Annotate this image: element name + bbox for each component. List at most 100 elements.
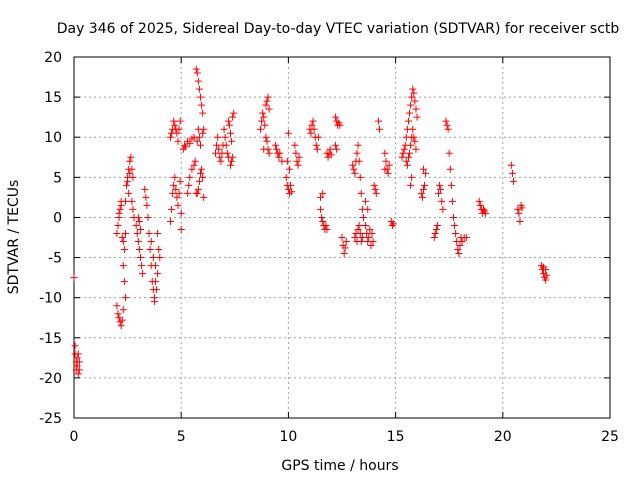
data-point — [292, 149, 300, 157]
data-point — [340, 250, 348, 258]
data-point — [369, 238, 377, 246]
data-point — [357, 189, 365, 197]
data-point — [70, 274, 78, 282]
data-point — [313, 145, 321, 153]
data-point — [419, 165, 427, 173]
data-point — [170, 117, 178, 125]
data-point — [436, 181, 444, 189]
data-point — [129, 173, 137, 181]
data-point — [181, 143, 189, 151]
data-point — [144, 213, 152, 221]
data-point — [113, 302, 121, 310]
data-point — [117, 201, 125, 209]
data-point — [372, 189, 380, 197]
data-point — [149, 254, 157, 262]
chart-title: Day 346 of 2025, Sidereal Day-to-day VTE… — [57, 21, 620, 37]
grid — [74, 57, 610, 418]
data-point — [174, 137, 182, 145]
data-point — [515, 209, 523, 217]
data-point — [150, 298, 158, 306]
data-point — [291, 141, 299, 149]
data-point — [170, 181, 178, 189]
data-point — [229, 153, 237, 161]
data-point — [540, 263, 548, 271]
data-point — [398, 153, 406, 161]
data-point — [407, 181, 415, 189]
data-point — [455, 250, 463, 258]
data-point — [451, 221, 459, 229]
data-point — [195, 177, 203, 185]
y-tick-label: -5 — [48, 251, 62, 267]
data-point — [452, 229, 460, 237]
data-point — [230, 109, 238, 117]
data-point — [212, 149, 220, 157]
data-point — [146, 246, 154, 254]
data-point — [125, 189, 133, 197]
x-tick-label: 10 — [279, 429, 297, 445]
data-point — [362, 221, 370, 229]
data-point — [132, 221, 140, 229]
data-point — [356, 173, 364, 181]
data-point — [406, 109, 414, 117]
data-point — [447, 181, 455, 189]
data-point — [273, 145, 281, 153]
data-point — [540, 270, 548, 278]
data-point — [276, 149, 284, 157]
data-point — [188, 165, 196, 173]
data-point — [220, 125, 228, 133]
data-point — [431, 229, 439, 237]
data-point — [225, 121, 233, 129]
data-point — [120, 246, 128, 254]
data-point — [439, 205, 447, 213]
data-point — [119, 306, 127, 314]
data-point — [265, 105, 273, 113]
data-point — [168, 205, 176, 213]
data-point — [196, 93, 204, 101]
y-axis-label: SDTVAR / TECUs — [6, 180, 22, 295]
data-point — [228, 157, 236, 165]
data-point — [353, 149, 361, 157]
data-point — [171, 173, 179, 181]
data-point — [173, 129, 181, 137]
data-point — [262, 101, 270, 109]
data-point — [141, 185, 149, 193]
data-point — [384, 169, 392, 177]
data-point — [319, 217, 327, 225]
data-point — [217, 157, 225, 165]
data-point — [282, 173, 290, 181]
data-point — [294, 161, 302, 169]
data-point — [323, 225, 331, 233]
data-point — [404, 153, 412, 161]
data-point — [322, 221, 330, 229]
y-tick-label: -25 — [39, 411, 62, 427]
data-point — [213, 141, 221, 149]
data-point — [354, 225, 362, 233]
data-point — [417, 189, 425, 197]
data-point — [317, 193, 325, 201]
data-point — [74, 350, 82, 358]
data-point — [411, 97, 419, 105]
data-point — [74, 370, 82, 378]
data-point — [382, 157, 390, 165]
data-point — [332, 141, 340, 149]
data-point — [134, 238, 142, 246]
data-point — [227, 129, 235, 137]
data-point — [403, 161, 411, 169]
data-point — [456, 242, 464, 250]
data-point — [319, 189, 327, 197]
data-point — [200, 125, 208, 133]
data-point — [355, 221, 363, 229]
data-point — [308, 121, 316, 129]
data-point — [75, 358, 83, 366]
data-point — [326, 145, 334, 153]
data-point — [480, 205, 488, 213]
data-point — [350, 165, 358, 173]
data-point — [371, 185, 379, 193]
data-point — [388, 221, 396, 229]
data-point — [73, 354, 81, 362]
data-point — [120, 278, 128, 286]
data-point — [264, 93, 272, 101]
data-series — [70, 65, 551, 378]
data-point — [216, 153, 224, 161]
